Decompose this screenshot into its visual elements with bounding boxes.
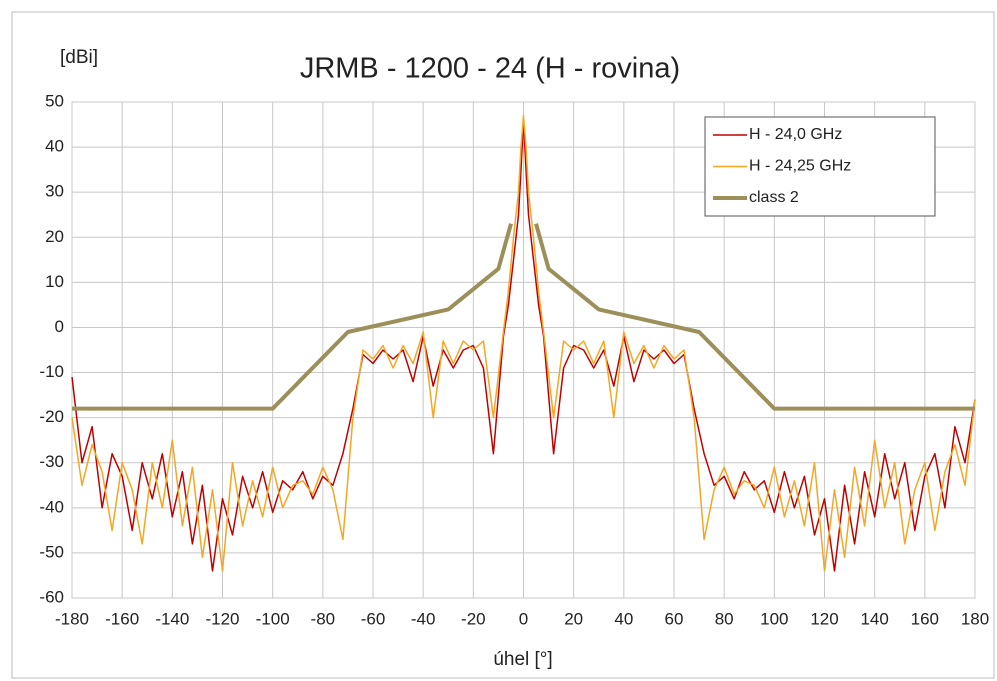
x-tick-label: 120 [810,609,838,628]
x-tick-label: -80 [311,609,336,628]
x-tick-label: -100 [256,609,290,628]
y-tick-label: 10 [45,272,64,291]
series-line [72,223,975,411]
x-tick-label: -180 [55,609,89,628]
y-tick-label: 40 [45,137,64,156]
plot-border [71,101,976,599]
series-line [71,114,976,572]
x-axis-label: úhel [°] [493,649,552,670]
y-tick-label: -60 [39,587,64,606]
x-tick-label: -120 [205,609,239,628]
x-tick-label: 140 [860,609,888,628]
x-tick-label: 40 [614,609,633,628]
y-axis-label: [dBi] [60,47,98,68]
x-tick-label: 20 [564,609,583,628]
legend-label: class 2 [749,189,799,206]
chart-frame [11,11,995,679]
y-tick-label: -30 [39,452,64,471]
x-tick-label: -40 [411,609,436,628]
x-tick-label: 100 [760,609,788,628]
x-tick-label: 180 [961,609,989,628]
x-tick-label: 80 [715,609,734,628]
x-tick-label: -20 [461,609,486,628]
y-tick-label: 30 [45,182,64,201]
chart-title: JRMB - 1200 - 24 (H - rovina) [300,53,680,85]
legend-label: H - 24,0 GHz [749,126,842,143]
y-tick-label: -50 [39,542,64,561]
x-tick-label: -60 [361,609,386,628]
legend-label: H - 24,25 GHz [749,158,851,175]
y-tick-label: -10 [39,362,64,381]
y-tick-label: 0 [55,317,64,336]
y-tick-label: 50 [45,91,64,110]
y-tick-label: -20 [39,407,64,426]
x-tick-label: 160 [911,609,939,628]
y-tick-label: 20 [45,227,64,246]
x-tick-label: -160 [105,609,139,628]
y-tick-label: -40 [39,497,64,516]
x-tick-label: 60 [665,609,684,628]
x-tick-label: -140 [155,609,189,628]
x-tick-label: 0 [519,609,528,628]
